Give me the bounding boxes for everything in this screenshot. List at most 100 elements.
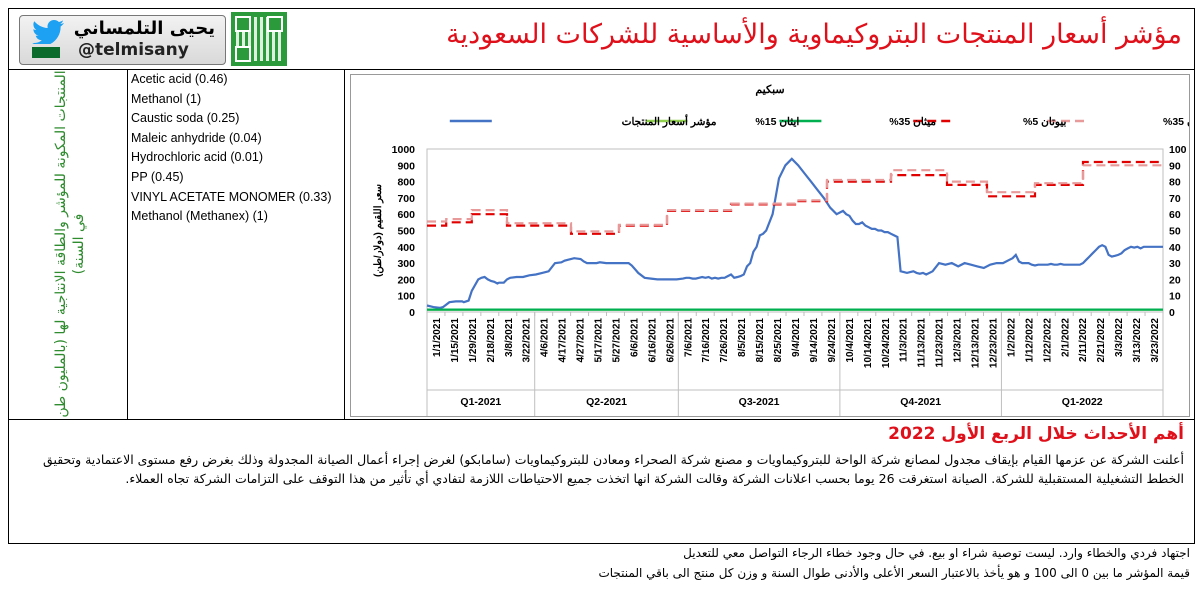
product-item: Hydrochloric acid (0.01) [131, 150, 263, 165]
x-tick-label: 7/6/2021 [683, 318, 694, 357]
header: يحيى التلمساني @telmisany مؤشر أسعار الم… [9, 9, 1194, 70]
series-line [426, 157, 1163, 310]
product-item: Caustic soda (0.25) [131, 111, 240, 126]
x-tick-label: 9/24/2021 [827, 318, 838, 363]
y-tick-right: 80 [1169, 177, 1181, 189]
quarter-label: Q2-2021 [586, 396, 627, 408]
x-tick-label: 6/6/2021 [629, 318, 640, 357]
x-tick-label: 2/1/2022 [1060, 318, 1071, 357]
product-item: VINYL ACETATE MONOMER (0.33) [131, 189, 332, 204]
product-item: Maleic anhydride (0.04) [131, 130, 262, 145]
events-section: أهم الأحداث خلال الربع الأول 2022 أعلنت … [9, 419, 1194, 545]
y-tick-left: 600 [397, 209, 415, 221]
x-tick-label: 1/1/2021 [432, 318, 443, 357]
y-tick-right: 0 [1169, 307, 1175, 319]
x-tick-label: 1/29/2021 [468, 318, 479, 363]
x-tick-label: 12/3/2021 [953, 318, 964, 363]
side-label-column: المنتجات المكونة للمؤشر والطاقة الانتاجي… [9, 70, 128, 419]
y-tick-left: 300 [397, 258, 415, 270]
x-tick-label: 4/6/2021 [540, 318, 551, 357]
x-tick-label: 8/25/2021 [773, 318, 784, 363]
x-tick-label: 1/12/2022 [1024, 318, 1035, 363]
product-item: Methanol (1) [131, 91, 202, 106]
line-chart: سبكيم 0 100 200 300 400 500 600 700 800 900 1000 0 10… [373, 84, 1200, 416]
x-tick-label: 6/16/2021 [647, 318, 658, 363]
x-tick-label: 8/5/2021 [737, 318, 748, 357]
x-tick-label: 7/26/2021 [719, 318, 730, 363]
twitter-badge[interactable]: يحيى التلمساني @telmisany [19, 15, 226, 65]
report-frame: يحيى التلمساني @telmisany مؤشر أسعار الم… [8, 8, 1200, 545]
author-name: يحيى التلمساني [73, 18, 215, 39]
legend-label: مؤشر أسعار المنتجات [622, 114, 717, 128]
y-tick-left: 500 [397, 226, 415, 238]
x-tick-label: 2/11/2022 [1078, 318, 1089, 362]
legend-label: ميثان 35% [889, 116, 936, 128]
y-tick-left: 700 [397, 193, 415, 205]
quarter-label: Q1-2021 [460, 396, 501, 408]
disclaimer-note: اجتهاد فردي والخطاء وارد. ليست توصية شرا… [683, 546, 1190, 560]
x-tick-label: 3/8/2021 [504, 318, 515, 357]
x-tick-label: 12/13/2021 [971, 318, 982, 368]
y-tick-right: 40 [1169, 242, 1181, 254]
chart-area: سبكيم 0 100 200 300 400 500 600 700 800 900 1000 0 10… [350, 74, 1200, 417]
x-tick-label: 2/18/2021 [486, 318, 497, 363]
product-item: PP (0.45) [131, 169, 184, 184]
quarter-label: Q4-2021 [900, 396, 941, 408]
y-tick-right: 90 [1169, 160, 1181, 172]
events-title: أهم الأحداث خلال الربع الأول 2022 [888, 424, 1184, 444]
x-tick-label: 3/23/2022 [1150, 318, 1161, 363]
x-tick-label: 3/22/2021 [522, 318, 533, 363]
x-tick-label: 1/2/2022 [1006, 318, 1017, 357]
x-tick-label: 9/14/2021 [809, 318, 820, 363]
x-tick-label: 10/14/2021 [863, 318, 874, 368]
qr-code-icon [231, 12, 287, 66]
saudi-flag-icon [32, 47, 60, 58]
quarter-label: Q3-2021 [739, 396, 780, 408]
x-tick-label: 9/4/2021 [791, 318, 802, 357]
x-tick-label: 2/21/2022 [1096, 318, 1107, 363]
y-tick-left: 200 [397, 274, 415, 286]
y-tick-left: 100 [397, 291, 415, 303]
chart-panel: سبكيم 0 100 200 300 400 500 600 700 800 900 1000 0 10… [344, 70, 1200, 419]
legend-label: ايثان 15% [755, 116, 799, 128]
y-tick-right: 20 [1169, 274, 1181, 286]
x-tick-label: 12/23/2021 [988, 318, 999, 368]
product-item: Methanol (Methanex) (1) [131, 209, 268, 224]
x-tick-label: 6/26/2021 [665, 318, 676, 363]
y-tick-right: 60 [1169, 209, 1181, 221]
x-tick-label: 7/16/2021 [701, 318, 712, 363]
x-tick-label: 1/22/2022 [1042, 318, 1053, 363]
y-tick-left: 400 [397, 242, 415, 254]
x-tick-label: 10/4/2021 [845, 318, 856, 363]
x-tick-label: 1/15/2021 [450, 318, 461, 363]
x-tick-label: 4/27/2021 [576, 318, 587, 363]
x-tick-label: 3/3/2022 [1114, 318, 1125, 357]
y-tick-right: 10 [1169, 291, 1181, 303]
author-handle[interactable]: @telmisany [78, 40, 189, 60]
y-tick-right: 70 [1169, 193, 1181, 205]
x-tick-label: 11/13/2021 [917, 318, 928, 368]
y-tick-left: 1000 [392, 144, 416, 156]
x-tick-label: 11/3/2021 [899, 318, 910, 362]
legend-label: بيوتان 5% [1023, 116, 1067, 128]
twitter-bird-icon [32, 20, 64, 44]
x-tick-label: 11/23/2021 [935, 318, 946, 368]
y-axis-label: سعر اللقيم (دولار/طن) [373, 184, 384, 277]
y-tick-right: 50 [1169, 226, 1181, 238]
x-tick-label: 8/15/2021 [755, 318, 766, 363]
x-tick-label: 5/27/2021 [611, 318, 622, 363]
x-tick-label: 5/17/2021 [594, 318, 605, 363]
quarter-label: Q1-2022 [1062, 396, 1103, 408]
plot-border [426, 148, 1164, 313]
product-item: Acetic acid (0.46) [131, 72, 228, 86]
legend-label: بروبان 35% [1163, 116, 1189, 128]
y-tick-left: 900 [397, 160, 415, 172]
chart-title: سبكيم [755, 84, 784, 96]
index-note: قيمة المؤشر ما بين 0 الى 100 و هو يأخذ ب… [598, 566, 1190, 580]
y-tick-right: 30 [1169, 258, 1181, 270]
product-list: Acetic acid (0.46) Methanol (1) Caustic so… [131, 70, 341, 227]
x-tick-label: 10/24/2021 [881, 318, 892, 368]
page-title: مؤشر أسعار المنتجات البتروكيماوية والأسا… [446, 19, 1182, 50]
side-label: المنتجات المكونة للمؤشر والطاقة الانتاجي… [53, 70, 87, 418]
x-tick-label: 3/13/2022 [1132, 318, 1143, 363]
